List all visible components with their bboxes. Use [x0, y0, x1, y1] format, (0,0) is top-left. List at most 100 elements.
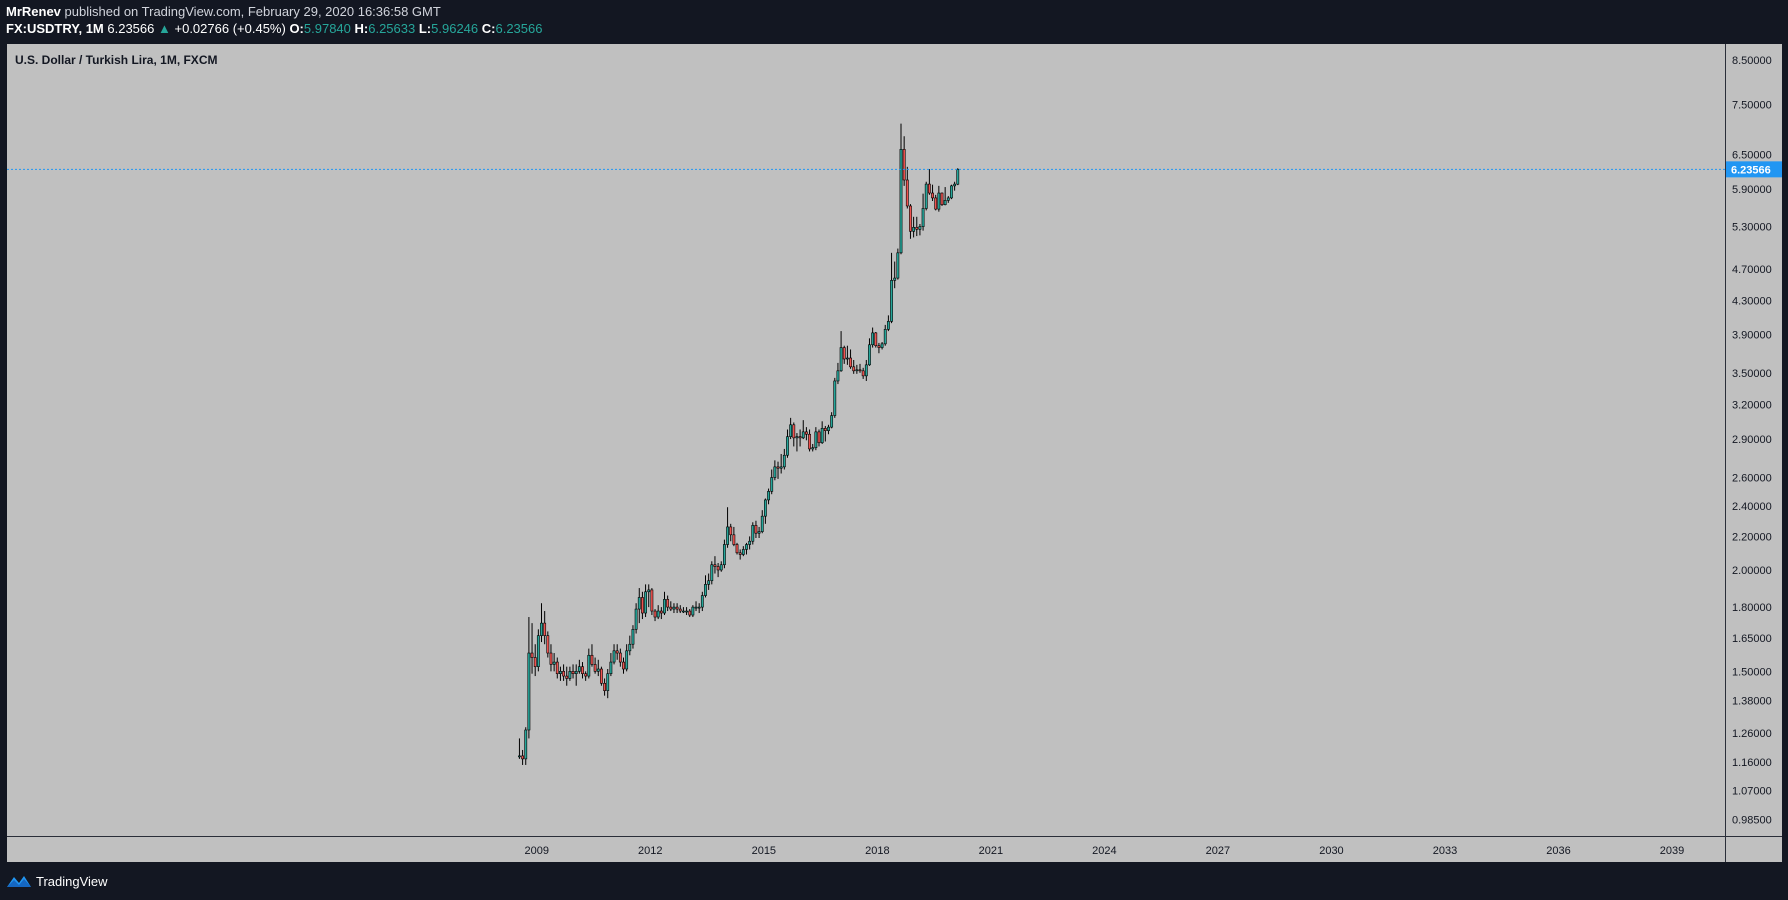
candle[interactable]: [685, 607, 688, 616]
candle[interactable]: [700, 591, 704, 612]
candle[interactable]: [811, 443, 815, 452]
candle[interactable]: [934, 194, 938, 211]
candle[interactable]: [950, 184, 953, 200]
candle[interactable]: [694, 601, 698, 612]
candle[interactable]: [606, 669, 610, 699]
candle[interactable]: [748, 536, 752, 550]
candle[interactable]: [704, 575, 707, 598]
candle[interactable]: [792, 422, 796, 447]
candle[interactable]: [707, 573, 711, 590]
candle[interactable]: [915, 216, 919, 237]
candle[interactable]: [820, 421, 824, 444]
candle[interactable]: [546, 631, 550, 658]
candle[interactable]: [833, 377, 837, 418]
candle[interactable]: [549, 644, 553, 672]
candle[interactable]: [552, 653, 556, 672]
author-name[interactable]: MrRenev: [6, 4, 61, 19]
candle[interactable]: [653, 609, 657, 622]
candle[interactable]: [842, 345, 846, 364]
candle[interactable]: [779, 453, 783, 474]
candle[interactable]: [530, 623, 534, 674]
candle[interactable]: [886, 315, 890, 332]
candle[interactable]: [647, 584, 651, 608]
candle[interactable]: [732, 526, 736, 547]
candle[interactable]: [776, 461, 780, 479]
candle[interactable]: [849, 349, 852, 369]
candle[interactable]: [871, 327, 875, 348]
candle[interactable]: [909, 204, 912, 239]
candle[interactable]: [745, 542, 748, 555]
time-axis-area[interactable]: [7, 836, 1725, 862]
candle[interactable]: [804, 427, 808, 441]
plot-area[interactable]: [7, 44, 1725, 836]
candle[interactable]: [675, 603, 679, 614]
candle[interactable]: [666, 595, 670, 612]
candle[interactable]: [600, 666, 603, 686]
candle[interactable]: [615, 644, 619, 660]
candle[interactable]: [678, 605, 682, 614]
candle[interactable]: [773, 460, 777, 481]
candle[interactable]: [571, 664, 575, 679]
candle[interactable]: [864, 359, 868, 381]
candle[interactable]: [902, 136, 906, 186]
candle[interactable]: [559, 666, 562, 681]
candle[interactable]: [912, 216, 916, 238]
candle[interactable]: [574, 664, 578, 686]
candle[interactable]: [625, 644, 629, 672]
candle[interactable]: [521, 749, 524, 765]
candle[interactable]: [858, 363, 862, 373]
candle[interactable]: [943, 187, 947, 206]
candle[interactable]: [697, 603, 701, 614]
candle[interactable]: [729, 523, 733, 542]
candle[interactable]: [764, 498, 767, 524]
candle[interactable]: [767, 488, 770, 505]
candle[interactable]: [735, 542, 739, 555]
candle[interactable]: [921, 193, 925, 231]
candle[interactable]: [798, 429, 802, 447]
candle[interactable]: [956, 168, 960, 186]
candle[interactable]: [682, 607, 685, 614]
candle[interactable]: [543, 611, 547, 645]
candle[interactable]: [663, 591, 666, 616]
candle[interactable]: [555, 657, 559, 679]
candle[interactable]: [587, 648, 591, 679]
candle[interactable]: [757, 526, 761, 539]
candle[interactable]: [593, 657, 597, 674]
candle[interactable]: [874, 331, 878, 348]
candle[interactable]: [953, 181, 957, 191]
candle[interactable]: [518, 738, 521, 759]
candle[interactable]: [565, 666, 569, 686]
candle[interactable]: [568, 666, 572, 681]
candle[interactable]: [931, 184, 934, 201]
candle[interactable]: [527, 617, 531, 739]
candle[interactable]: [823, 425, 827, 442]
candle[interactable]: [890, 252, 893, 324]
candle[interactable]: [808, 429, 811, 452]
candle[interactable]: [650, 588, 654, 616]
candle[interactable]: [817, 429, 821, 447]
candle[interactable]: [924, 181, 928, 211]
candle[interactable]: [880, 341, 884, 350]
candle[interactable]: [628, 635, 632, 656]
candle[interactable]: [631, 625, 635, 649]
candle[interactable]: [533, 644, 537, 677]
candle[interactable]: [562, 664, 565, 681]
candle[interactable]: [584, 671, 588, 681]
candle[interactable]: [760, 510, 764, 534]
candle[interactable]: [618, 648, 622, 667]
candle[interactable]: [827, 424, 830, 435]
candle[interactable]: [754, 520, 758, 539]
candle[interactable]: [893, 261, 897, 289]
candle[interactable]: [877, 342, 881, 354]
candle[interactable]: [612, 644, 616, 665]
tradingview-logo-icon[interactable]: [6, 873, 32, 889]
candle[interactable]: [536, 629, 540, 672]
candle[interactable]: [577, 659, 581, 674]
candle[interactable]: [524, 727, 528, 765]
candle[interactable]: [927, 169, 931, 195]
footer-brand[interactable]: TradingView: [36, 873, 108, 889]
candle[interactable]: [795, 433, 799, 452]
candle[interactable]: [861, 367, 865, 379]
candle[interactable]: [751, 522, 755, 545]
